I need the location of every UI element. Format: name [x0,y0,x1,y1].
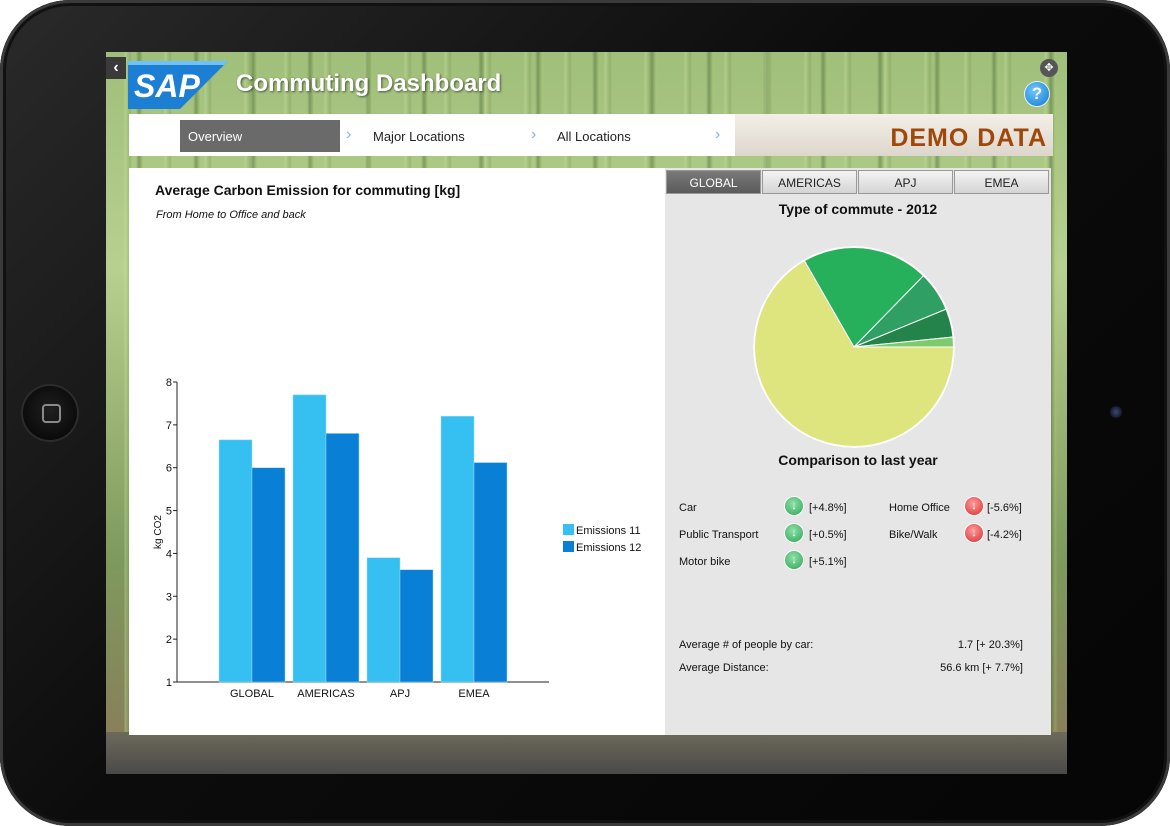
cmp-bike-walk-change: [-4.2%] [987,529,1022,541]
settings-icon[interactable]: ✥ [1040,59,1058,77]
pie-rim [753,246,955,448]
legend-swatch [563,524,574,535]
tab-major-locations[interactable]: Major Locations › [365,114,549,156]
bar-global-2 [251,467,286,683]
bar-americas-2 [325,433,360,683]
cmp-motor-bike-change: [+5.1%] [809,556,847,568]
cmp-public-transport-change: [+0.5%] [809,529,847,541]
y-tick-label: 4 [166,548,172,560]
comparison-title: Comparison to last year [778,452,938,468]
trend-down-icon [785,524,803,542]
trend-down-icon [785,497,803,515]
x-tick-label: EMEA [458,688,490,700]
app-screen: ‹ SAP Commuting Dashboard ✥ ? Overview ›… [106,52,1067,774]
legend-swatch [563,541,574,552]
chevron-right-icon: › [531,126,537,143]
chevron-right-icon: › [346,126,352,143]
chart-subtitle: From Home to Office and back [156,209,306,221]
pie-title: Type of commute - 2012 [778,201,938,217]
chevron-right-icon: › [715,126,721,143]
tab-all-locations-label: All Locations [557,129,631,144]
main-nav: Overview › Major Locations › All Locatio… [129,114,735,156]
tab-global[interactable]: GLOBAL [666,170,761,194]
y-tick-label: 6 [166,463,172,475]
x-tick-label: GLOBAL [230,688,274,700]
commute-panel: GLOBAL AMERICAS APJ EMEA Type of commute… [665,168,1051,735]
tab-apj[interactable]: APJ [858,170,953,194]
bar-global-1 [218,439,253,683]
bar-apj-1 [366,557,401,683]
bar-emea-2 [473,462,508,683]
y-tick-label: 7 [166,420,172,432]
app-title: Commuting Dashboard [236,70,502,97]
help-icon[interactable]: ? [1025,82,1049,106]
cmp-bike-walk-label: Bike/Walk [889,529,938,541]
bar-emea-1 [440,416,475,683]
commute-pie-chart [753,246,955,448]
cmp-public-transport-label: Public Transport [679,529,759,541]
y-tick-label: 5 [166,506,172,518]
background-path [106,732,1067,774]
trend-down-icon [965,497,983,515]
tab-overview[interactable]: Overview › [180,114,363,156]
x-tick-label: APJ [390,688,410,700]
emissions-bar-chart: 1 2 3 4 5 6 7 8 kg CO2 GLOBAL AMERICAS APJ EMEA Emiss… [153,377,641,700]
emissions-panel: 1 2 3 4 5 6 7 8 kg CO2 GLOBAL AMERICAS APJ EMEA Emiss… [129,168,665,735]
cmp-car-label: Car [679,502,697,514]
home-button[interactable] [23,386,77,440]
y-tick-label: 2 [166,634,172,646]
cmp-car-change: [+4.8%] [809,502,847,514]
back-button[interactable]: ‹ [106,57,126,79]
legend-label: Emissions 12 [576,542,641,554]
x-tick-label: AMERICAS [297,688,354,700]
camera-lens [1110,406,1122,418]
bar-apj-2 [399,569,434,683]
svg-text:SAP: SAP [134,68,200,104]
stat-people-by-car-value: 1.7 [+ 20.3%] [957,639,1023,651]
tab-americas[interactable]: AMERICAS [762,170,857,194]
cmp-motor-bike-label: Motor bike [679,556,731,568]
y-tick-label: 3 [166,591,172,603]
stat-people-by-car-label: Average # of people by car: [679,639,814,651]
tab-emea[interactable]: EMEA [954,170,1049,194]
stat-average-distance-value: 56.6 km [+ 7.7%] [940,662,1023,674]
tab-overview-label: Overview [180,120,340,152]
chart-title: Average Carbon Emission for commuting [k… [155,182,461,198]
tab-all-locations[interactable]: All Locations › [549,114,733,156]
home-square-icon [42,404,61,423]
region-tabs: GLOBAL AMERICAS APJ EMEA [666,170,1050,194]
demo-data-text: DEMO DATA [890,124,1047,152]
y-tick-label: 8 [166,377,172,389]
tab-major-locations-label: Major Locations [373,129,465,144]
cmp-home-office-change: [-5.6%] [987,502,1022,514]
stat-average-distance-label: Average Distance: [679,662,769,674]
sap-logo: SAP [128,61,228,109]
trend-down-icon [965,524,983,542]
demo-data-banner: DEMO DATA [735,114,1053,156]
bar-americas-1 [292,394,327,683]
legend-label: Emissions 11 [576,525,641,537]
y-axis-label: kg CO2 [153,515,164,549]
cmp-home-office-label: Home Office [889,502,950,514]
y-tick-label: 1 [166,677,172,689]
trend-down-icon [785,551,803,569]
